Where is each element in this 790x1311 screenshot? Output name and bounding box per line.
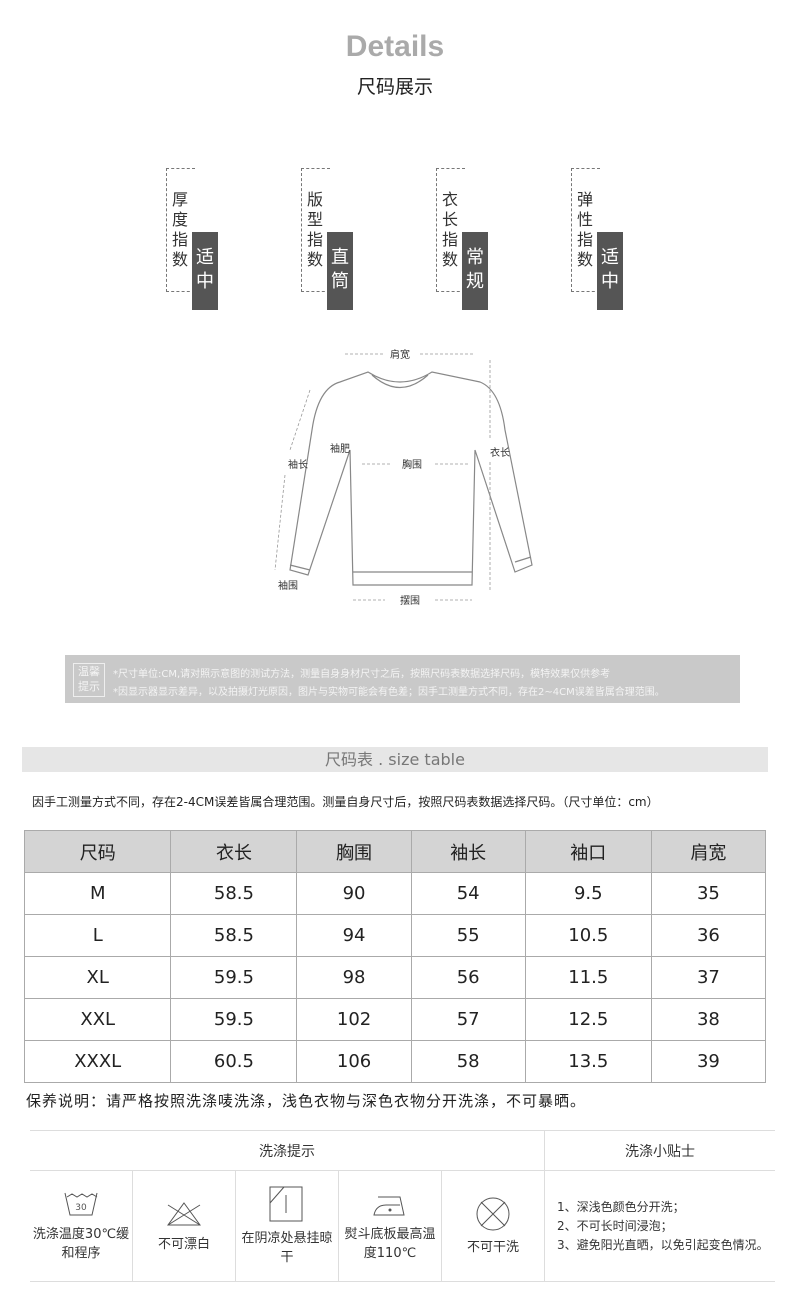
wash-item-text: 熨斗底板最高温度110℃ [344,1227,436,1261]
wash-item: 30 洗涤温度30℃缓和程序 [30,1170,133,1282]
table-cell: 13.5 [524,1040,652,1083]
wash-header: 洗涤提示 [30,1130,545,1171]
notice-line: *因显示器显示差异，以及拍摄灯光原因，图片与实物可能会有色差；因手工测量方式不同… [113,687,665,698]
table-cell: M [23,872,172,915]
wash-item: 熨斗底板最高温度110℃ [338,1170,442,1282]
label-hem: 摆围 [400,594,420,607]
index-value: 直筒 [327,232,353,310]
index-value: 适中 [192,232,218,310]
wash-table: 洗涤提示 洗涤小贴士 30 洗涤温度30℃缓和程序 不可漂白 在阴凉处悬挂晾干 … [30,1130,775,1282]
table-cell: 35 [650,872,767,915]
index-elasticity: 弹性指数 适中 [571,168,631,313]
table-cell: 36 [650,914,767,957]
svg-text:30: 30 [75,1203,87,1213]
label-sleeve-length: 袖长 [288,458,308,471]
label-shoulder: 肩宽 [390,348,410,361]
table-cell: 37 [650,956,767,999]
table-row: XL 59.5 98 56 11.5 37 [23,956,767,999]
notice-banner: 温馨提示 *尺寸单位:CM,请对照示意图的测试方法，测量自身身材尺寸之后，按照尺… [65,655,740,703]
table-row: L 58.5 94 55 10.5 36 [23,914,767,957]
table-cell: 11.5 [524,956,652,999]
label-length: 衣长 [490,446,510,459]
index-thickness: 厚度指数 适中 [166,168,226,313]
table-cell: 10.5 [524,914,652,957]
wash-item-text: 不可干洗 [466,1239,519,1255]
index-label: 版型指数 [307,190,324,269]
index-value: 常规 [462,232,488,310]
tips-header: 洗涤小贴士 [544,1130,775,1171]
size-table: 尺码 衣长 胸围 袖长 袖口 肩宽 M 58.5 90 54 9.5 35 L 58.5 94 5… [23,830,767,1083]
table-cell: 94 [296,914,412,957]
tips-list: 1、深浅色颜色分开洗； 2、不可长时间浸泡； 3、避免阳光直晒，以免引起变色情况… [544,1170,775,1282]
table-row: M 58.5 90 54 9.5 35 [23,872,767,915]
table-cell: XL [23,956,172,999]
table-cell: 38 [650,998,767,1041]
table-cell: 59.5 [170,998,298,1041]
page-subtitle: 尺码展示 [356,76,433,98]
table-cell: 90 [296,872,412,915]
index-value: 适中 [597,232,623,310]
column-header: 肩宽 [650,830,767,873]
index-fit: 版型指数 直筒 [301,168,361,313]
index-label: 衣长指数 [442,190,459,269]
label-cuff: 袖围 [278,579,298,592]
table-cell: 56 [410,956,526,999]
table-cell: XXL [23,998,172,1041]
table-cell: L [23,914,172,957]
column-header: 胸围 [296,830,412,873]
care-instruction: 保养说明：请严格按照洗涤唛洗涤，浅色衣物与深色衣物分开洗涤，不可暴晒。 [26,1092,587,1110]
table-cell: 57 [410,998,526,1041]
shirt-diagram: 肩宽 袖长 袖肥 胸围 衣长 袖围 摆围 [274,348,533,607]
wash-item-text: 在阴凉处悬挂晾干 [241,1231,333,1265]
page-title: Details [345,30,445,63]
table-cell: 59.5 [170,956,298,999]
wash-item-text: 洗涤温度30℃缓和程序 [32,1227,130,1261]
size-table-note: 因手工测量方式不同，存在2-4CM误差皆属合理范围。测量自身尺寸后，按照尺码表数… [32,795,659,809]
table-cell: 60.5 [170,1040,298,1083]
table-cell: 58.5 [170,872,298,915]
column-header: 衣长 [170,830,298,873]
hang-dry-shade-icon [269,1186,303,1222]
table-cell: 55 [410,914,526,957]
table-cell: 12.5 [524,998,652,1041]
wash-item-text: 不可漂白 [157,1236,210,1252]
label-sleeve-width: 袖肥 [330,442,350,455]
index-length: 衣长指数 常规 [436,168,496,313]
wash-30-icon: 30 [64,1192,98,1216]
index-label: 厚度指数 [172,190,189,269]
table-row: XXXL 60.5 106 58 13.5 39 [23,1040,767,1083]
no-dry-clean-icon [476,1197,510,1230]
column-header: 袖口 [524,830,652,873]
tip-item: 1、深浅色颜色分开洗； [557,1199,685,1214]
tip-item: 2、不可长时间浸泡； [557,1218,673,1233]
column-header: 袖长 [410,830,526,873]
tip-item: 3、避免阳光直晒，以免引起变色情况。 [557,1237,769,1252]
wash-item: 不可干洗 [441,1170,545,1282]
notice-badge: 温馨提示 [73,663,105,697]
table-cell: 106 [296,1040,412,1083]
column-header: 尺码 [23,830,172,873]
table-cell: 98 [296,956,412,999]
no-bleach-icon [167,1201,201,1225]
shirt-outline [289,371,533,586]
table-row: XXL 59.5 102 57 12.5 38 [23,998,767,1041]
label-chest: 胸围 [402,458,422,471]
table-cell: 54 [410,872,526,915]
table-cell: 39 [650,1040,767,1083]
size-table-title: 尺码表 . size table [22,747,768,772]
wash-item: 在阴凉处悬挂晾干 [235,1170,339,1282]
table-cell: 102 [296,998,412,1041]
table-cell: 9.5 [524,872,652,915]
index-label: 弹性指数 [577,190,594,269]
table-header-row: 尺码 衣长 胸围 袖长 袖口 肩宽 [23,830,767,873]
table-cell: 58.5 [170,914,298,957]
table-cell: 58 [410,1040,526,1083]
notice-line: *尺寸单位:CM,请对照示意图的测试方法，测量自身身材尺寸之后，按照尺码表数据选… [113,669,611,680]
table-cell: XXXL [23,1040,172,1083]
wash-item: 不可漂白 [132,1170,236,1282]
iron-low-icon [373,1196,405,1216]
